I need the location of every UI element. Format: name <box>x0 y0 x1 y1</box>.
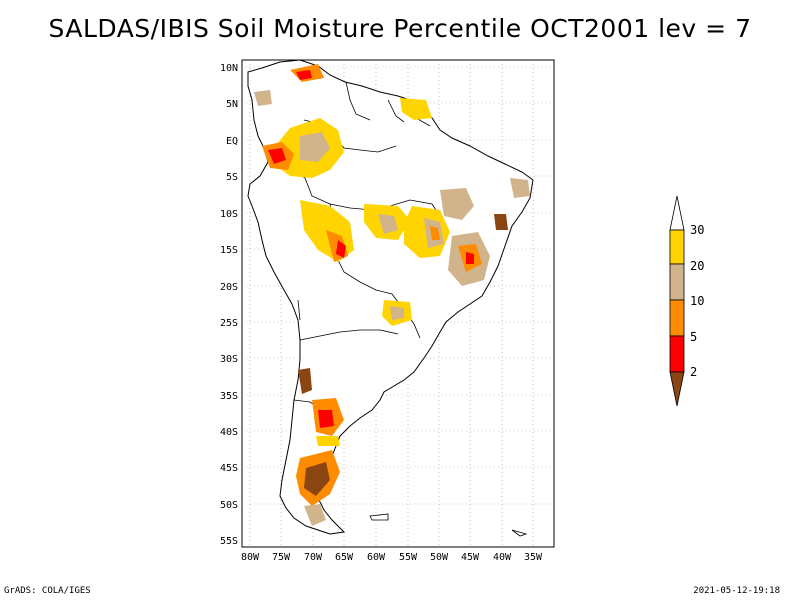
lat-axis: 10N 5N EQ 5S 10S 15S 20S 25S 30S 35S 40S… <box>220 63 238 547</box>
lat-label: 20S <box>220 282 238 293</box>
colorbar-label: 10 <box>690 294 704 308</box>
colorbar-cap-above30 <box>669 195 685 231</box>
lat-label: 50S <box>220 500 238 511</box>
colorbar-label: 5 <box>690 330 697 344</box>
lon-label: 40W <box>493 552 512 563</box>
colorbar-segment-20-30 <box>669 229 685 265</box>
lat-label: 40S <box>220 427 238 438</box>
islands <box>369 513 528 537</box>
colorbar-segment-5-10 <box>669 299 685 337</box>
lat-label: 5S <box>226 172 238 183</box>
lat-label: 10N <box>220 63 238 74</box>
lon-label: 60W <box>367 552 386 563</box>
lat-label: 5N <box>226 99 238 110</box>
lat-label: 30S <box>220 354 238 365</box>
lon-label: 70W <box>304 552 323 563</box>
lon-label: 55W <box>399 552 418 563</box>
lon-label: 45W <box>461 552 480 563</box>
colorbar-segment-2-5 <box>669 335 685 373</box>
lon-label: 50W <box>430 552 449 563</box>
lat-label: 25S <box>220 318 238 329</box>
lon-label: 75W <box>272 552 291 563</box>
colorbar-label: 20 <box>690 259 704 273</box>
lat-label: 10S <box>220 209 238 220</box>
footer-timestamp: 2021-05-12-19:18 <box>693 586 780 596</box>
lat-label: 35S <box>220 391 238 402</box>
colorbar-segment-10-20 <box>669 263 685 301</box>
lon-label: 65W <box>335 552 354 563</box>
lat-label: EQ <box>226 136 238 147</box>
lat-label: 45S <box>220 463 238 474</box>
lon-axis: 80W 75W 70W 65W 60W 55W 50W 45W 40W 35W <box>241 552 543 563</box>
colorbar-cap-below2 <box>669 371 685 407</box>
lat-label: 15S <box>220 245 238 256</box>
lon-label: 80W <box>241 552 260 563</box>
lon-label: 35W <box>524 552 543 563</box>
footer-credit: GrADS: COLA/IGES <box>4 586 91 596</box>
lat-label: 55S <box>220 536 238 547</box>
colorbar-label: 2 <box>690 365 697 379</box>
moisture-patches <box>254 64 530 526</box>
map-title: SALDAS/IBIS Soil Moisture Percentile OCT… <box>48 14 752 43</box>
colorbar: 30 20 10 5 2 <box>669 195 704 407</box>
colorbar-label: 30 <box>690 223 704 237</box>
